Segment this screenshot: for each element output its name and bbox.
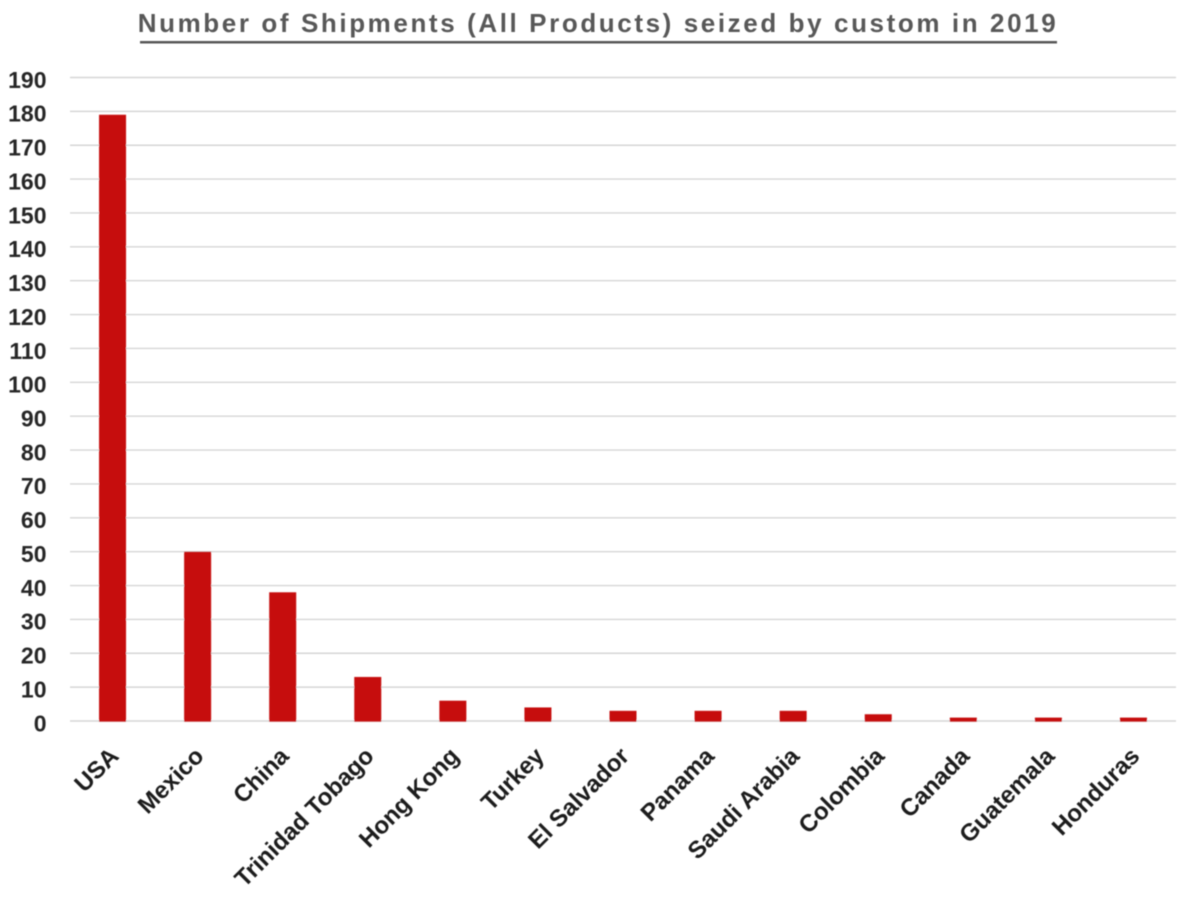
svg-text:30: 30 xyxy=(21,609,47,635)
svg-text:70: 70 xyxy=(21,473,47,499)
svg-text:60: 60 xyxy=(21,507,47,533)
svg-text:80: 80 xyxy=(21,439,47,465)
svg-text:90: 90 xyxy=(21,405,47,431)
svg-text:130: 130 xyxy=(8,270,46,296)
svg-text:140: 140 xyxy=(8,236,46,262)
svg-text:120: 120 xyxy=(8,304,46,330)
svg-text:50: 50 xyxy=(21,541,47,567)
svg-text:150: 150 xyxy=(8,202,46,228)
svg-text:Number of Shipments (All Produ: Number of Shipments (All Products) seize… xyxy=(138,8,1059,38)
svg-text:10: 10 xyxy=(21,676,47,702)
svg-text:190: 190 xyxy=(8,67,46,93)
svg-text:20: 20 xyxy=(21,643,47,669)
svg-text:100: 100 xyxy=(8,372,46,398)
svg-text:180: 180 xyxy=(8,101,46,127)
svg-text:0: 0 xyxy=(34,710,47,736)
svg-text:40: 40 xyxy=(21,575,47,601)
svg-text:170: 170 xyxy=(8,135,46,161)
svg-text:110: 110 xyxy=(9,338,46,364)
svg-text:160: 160 xyxy=(8,168,46,194)
